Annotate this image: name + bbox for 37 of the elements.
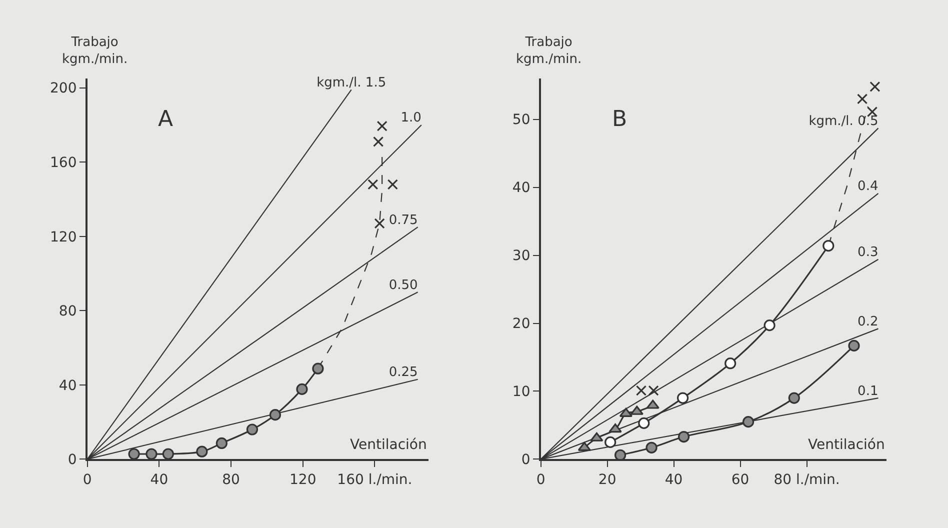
y-tick-label: 40 bbox=[58, 378, 77, 394]
x-tick-label: 80 l./min. bbox=[774, 472, 840, 488]
series-label: 0.2 bbox=[858, 314, 878, 330]
series-label: 1.0 bbox=[400, 110, 422, 126]
y-tick-label: 120 bbox=[50, 229, 77, 246]
series-label: 0.3 bbox=[858, 245, 878, 260]
y-axis-title: Trabajo kgm./min. bbox=[62, 35, 128, 67]
y-tick-label: 160 bbox=[50, 155, 77, 172]
series-label: 0.50 bbox=[388, 278, 418, 293]
y-tick-label: 10 bbox=[512, 384, 530, 400]
y-tick-label: 50 bbox=[512, 112, 530, 128]
text: B bbox=[612, 107, 628, 132]
series-label: 0.4 bbox=[858, 179, 878, 194]
y-tick-label: 30 bbox=[512, 248, 530, 264]
x-tick-label: 120 bbox=[290, 472, 316, 488]
x-tick-label: 20 bbox=[598, 472, 616, 488]
series-label: 0.25 bbox=[388, 365, 418, 380]
series-label: 0.1 bbox=[858, 384, 878, 399]
y-tick-label: 20 bbox=[512, 316, 530, 332]
x-tick-label: 40 bbox=[664, 472, 683, 488]
x-tick-label: 0 bbox=[82, 472, 92, 488]
text: A bbox=[158, 107, 174, 132]
y-tick-label: 40 bbox=[512, 180, 530, 196]
x-tick-label: 60 bbox=[731, 472, 750, 488]
series-label: kgm./l. 1.5 bbox=[316, 75, 386, 90]
x-axis-title: Ventilación bbox=[350, 437, 427, 453]
x-tick-label: 80 bbox=[222, 472, 240, 488]
y-axis-title: Trabajo kgm./min. bbox=[516, 35, 582, 67]
series-label: 0.75 bbox=[388, 212, 418, 228]
x-axis-title: Ventilación bbox=[808, 437, 885, 453]
x-tick-label: 40 bbox=[150, 472, 168, 488]
x-tick-label: 160 l./min. bbox=[337, 472, 412, 488]
x-tick-label: 0 bbox=[536, 472, 546, 488]
y-tick-label: 80 bbox=[58, 304, 77, 320]
y-tick-label: 0 bbox=[521, 452, 530, 468]
y-tick-label: 200 bbox=[50, 80, 77, 97]
y-tick-label: 0 bbox=[68, 452, 77, 468]
